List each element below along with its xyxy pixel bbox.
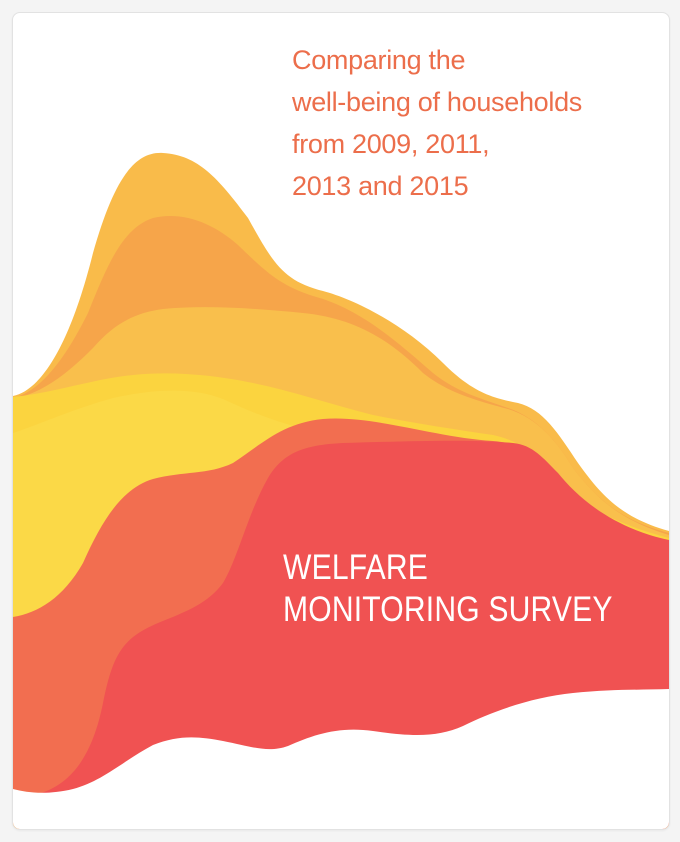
- cover-title: WELFARE MONITORING SURVEY: [283, 547, 613, 631]
- title-line-1: WELFARE: [283, 548, 429, 587]
- cover-subtitle: Comparing the well-being of households f…: [292, 39, 582, 207]
- subtitle-line-1: Comparing the: [292, 45, 466, 75]
- subtitle-line-4: 2013 and 2015: [292, 171, 469, 201]
- wave-bottom-cutout: [13, 689, 669, 829]
- wave-illustration: [13, 152, 669, 829]
- report-cover: Comparing the well-being of households f…: [12, 12, 670, 830]
- title-line-2: MONITORING SURVEY: [283, 590, 613, 629]
- subtitle-line-3: from 2009, 2011,: [292, 129, 490, 159]
- subtitle-line-2: well-being of households: [292, 87, 582, 117]
